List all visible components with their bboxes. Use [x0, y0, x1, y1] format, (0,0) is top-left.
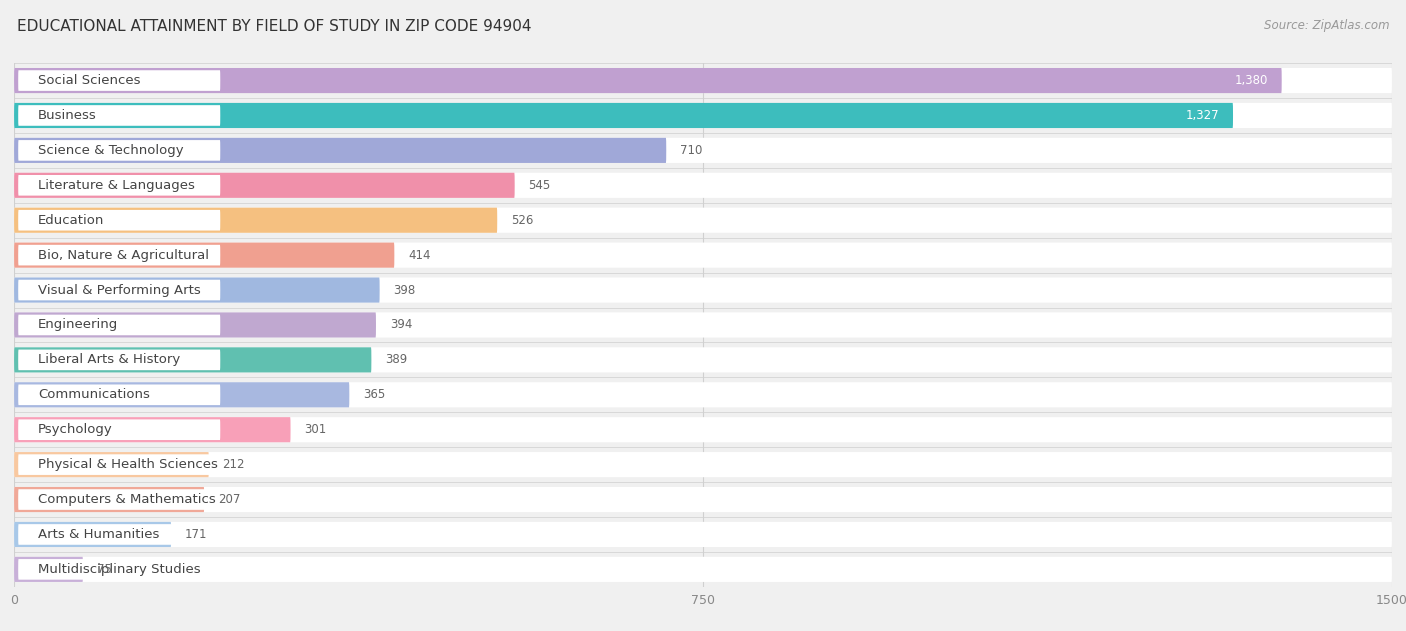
FancyBboxPatch shape	[14, 242, 394, 268]
FancyBboxPatch shape	[14, 452, 1392, 477]
FancyBboxPatch shape	[14, 173, 1392, 198]
Text: 414: 414	[408, 249, 430, 262]
Text: Communications: Communications	[38, 388, 150, 401]
Text: 171: 171	[186, 528, 208, 541]
Text: Science & Technology: Science & Technology	[38, 144, 184, 157]
FancyBboxPatch shape	[14, 208, 1392, 233]
FancyBboxPatch shape	[14, 417, 1392, 442]
Text: 212: 212	[222, 458, 245, 471]
FancyBboxPatch shape	[14, 557, 1392, 582]
FancyBboxPatch shape	[14, 138, 666, 163]
FancyBboxPatch shape	[14, 382, 1392, 408]
FancyBboxPatch shape	[18, 70, 221, 91]
FancyBboxPatch shape	[14, 68, 1282, 93]
Text: EDUCATIONAL ATTAINMENT BY FIELD OF STUDY IN ZIP CODE 94904: EDUCATIONAL ATTAINMENT BY FIELD OF STUDY…	[17, 19, 531, 34]
Text: 398: 398	[394, 283, 416, 297]
FancyBboxPatch shape	[14, 312, 375, 338]
FancyBboxPatch shape	[18, 210, 221, 230]
FancyBboxPatch shape	[14, 347, 371, 372]
FancyBboxPatch shape	[18, 454, 221, 475]
FancyBboxPatch shape	[14, 68, 1392, 93]
Text: Engineering: Engineering	[38, 319, 118, 331]
FancyBboxPatch shape	[14, 312, 1392, 338]
Text: 1,380: 1,380	[1234, 74, 1268, 87]
FancyBboxPatch shape	[14, 382, 349, 408]
FancyBboxPatch shape	[14, 522, 172, 547]
FancyBboxPatch shape	[18, 140, 221, 161]
FancyBboxPatch shape	[18, 384, 221, 405]
Text: 75: 75	[97, 563, 111, 576]
FancyBboxPatch shape	[18, 175, 221, 196]
Text: 394: 394	[389, 319, 412, 331]
FancyBboxPatch shape	[14, 103, 1392, 128]
FancyBboxPatch shape	[14, 278, 380, 303]
FancyBboxPatch shape	[18, 420, 221, 440]
Text: Bio, Nature & Agricultural: Bio, Nature & Agricultural	[38, 249, 209, 262]
FancyBboxPatch shape	[14, 417, 291, 442]
FancyBboxPatch shape	[18, 105, 221, 126]
FancyBboxPatch shape	[14, 487, 1392, 512]
FancyBboxPatch shape	[14, 452, 209, 477]
Text: Multidisciplinary Studies: Multidisciplinary Studies	[38, 563, 201, 576]
FancyBboxPatch shape	[18, 559, 221, 580]
Text: Literature & Languages: Literature & Languages	[38, 179, 195, 192]
FancyBboxPatch shape	[14, 242, 1392, 268]
FancyBboxPatch shape	[14, 138, 1392, 163]
FancyBboxPatch shape	[18, 280, 221, 300]
Text: Source: ZipAtlas.com: Source: ZipAtlas.com	[1264, 19, 1389, 32]
Text: 207: 207	[218, 493, 240, 506]
Text: Psychology: Psychology	[38, 423, 112, 436]
Text: Physical & Health Sciences: Physical & Health Sciences	[38, 458, 218, 471]
FancyBboxPatch shape	[14, 487, 204, 512]
Text: Arts & Humanities: Arts & Humanities	[38, 528, 159, 541]
FancyBboxPatch shape	[14, 103, 1233, 128]
FancyBboxPatch shape	[18, 524, 221, 545]
Text: 389: 389	[385, 353, 408, 367]
Text: 365: 365	[363, 388, 385, 401]
Text: 301: 301	[304, 423, 326, 436]
FancyBboxPatch shape	[14, 557, 83, 582]
Text: Business: Business	[38, 109, 97, 122]
FancyBboxPatch shape	[14, 173, 515, 198]
FancyBboxPatch shape	[18, 489, 221, 510]
Text: 1,327: 1,327	[1185, 109, 1219, 122]
Text: Liberal Arts & History: Liberal Arts & History	[38, 353, 180, 367]
FancyBboxPatch shape	[14, 347, 1392, 372]
Text: 710: 710	[681, 144, 703, 157]
FancyBboxPatch shape	[14, 278, 1392, 303]
FancyBboxPatch shape	[14, 208, 498, 233]
Text: 526: 526	[510, 214, 533, 227]
Text: Education: Education	[38, 214, 104, 227]
FancyBboxPatch shape	[18, 315, 221, 335]
FancyBboxPatch shape	[18, 350, 221, 370]
Text: 545: 545	[529, 179, 551, 192]
Text: Social Sciences: Social Sciences	[38, 74, 141, 87]
FancyBboxPatch shape	[18, 245, 221, 266]
Text: Computers & Mathematics: Computers & Mathematics	[38, 493, 215, 506]
Text: Visual & Performing Arts: Visual & Performing Arts	[38, 283, 201, 297]
FancyBboxPatch shape	[14, 522, 1392, 547]
